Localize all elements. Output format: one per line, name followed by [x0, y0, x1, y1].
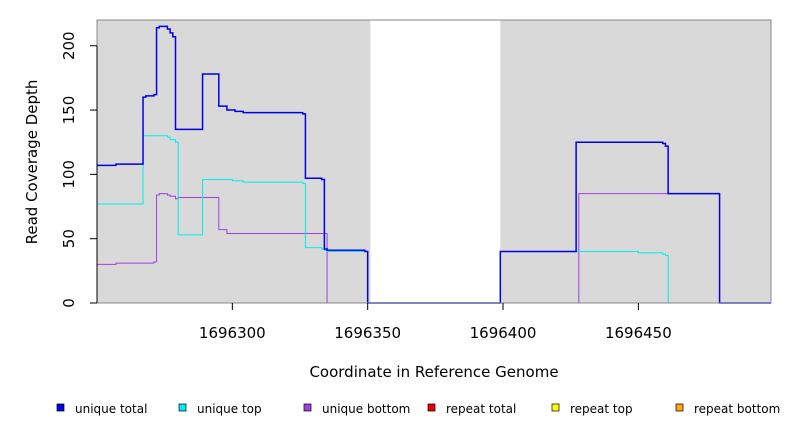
legend-swatch-repeat-top	[551, 403, 560, 412]
legend-label-unique-total: unique total	[75, 402, 147, 416]
series-line-unique-top	[97, 135, 771, 304]
legend-swatch-unique-bottom	[303, 403, 312, 412]
x-axis-title: Coordinate in Reference Genome	[309, 363, 558, 381]
series-line-unique-total	[97, 25, 771, 304]
legend-label-repeat-bottom: repeat bottom	[694, 402, 780, 416]
y-tick-label: 200	[60, 31, 78, 60]
x-tick-label: 1696300	[199, 324, 266, 342]
y-axis: 0 50 100 150 200	[60, 31, 98, 308]
y-tick-label: 0	[60, 298, 78, 308]
y-tick-label: 150	[60, 96, 78, 125]
shaded-region-2	[500, 20, 771, 303]
legend-swatch-repeat-total	[427, 403, 436, 412]
y-tick-label: 50	[60, 229, 78, 248]
y-tick-label: 100	[60, 160, 78, 189]
legend-label-unique-bottom: unique bottom	[322, 402, 410, 416]
legend: unique total unique top unique bottom repea…	[56, 402, 780, 416]
x-tick-label: 1696450	[605, 324, 672, 342]
x-axis: 1696300 1696350 1696400 1696450	[199, 303, 672, 342]
x-tick-label: 1696350	[334, 324, 401, 342]
legend-swatch-repeat-bottom	[675, 403, 684, 412]
legend-swatch-unique-top	[178, 403, 187, 412]
shaded-region-1	[97, 20, 371, 303]
x-tick-label: 1696400	[470, 324, 537, 342]
legend-label-unique-top: unique top	[197, 402, 262, 416]
y-axis-title: Read Coverage Depth	[23, 80, 41, 245]
legend-swatch-unique-total	[56, 403, 65, 412]
plot-background	[97, 20, 771, 303]
legend-label-repeat-top: repeat top	[570, 402, 633, 416]
legend-label-repeat-total: repeat total	[446, 402, 516, 416]
